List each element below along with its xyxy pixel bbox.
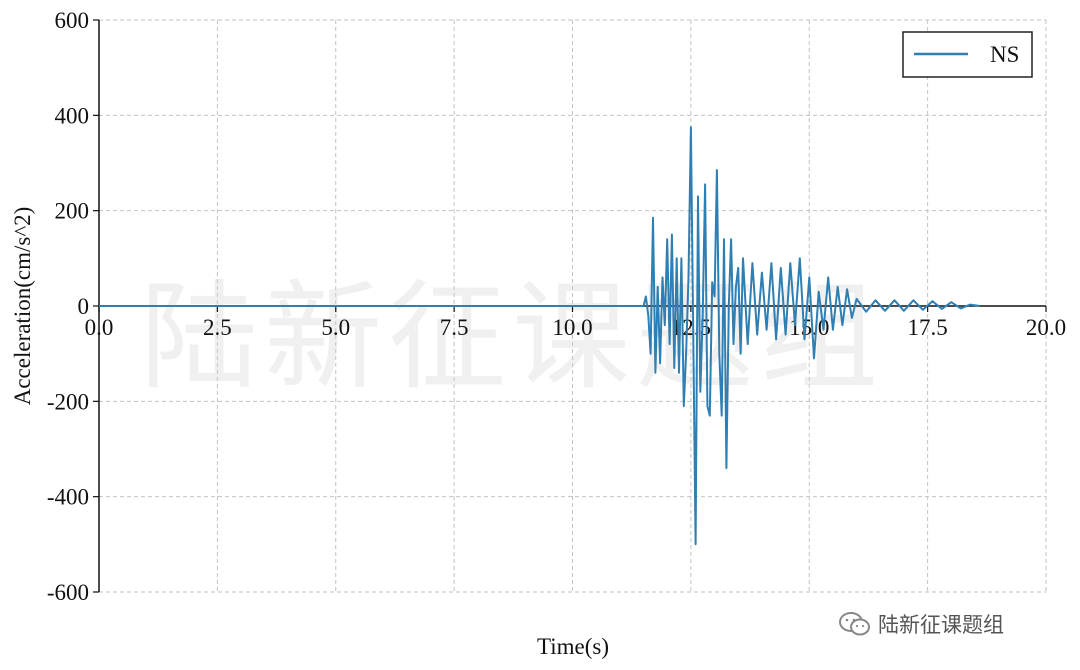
y-tick-label-3: 0 — [78, 294, 90, 319]
x-tick-label-5: 12.5 — [671, 315, 711, 340]
y-axis-label: Acceleration(cm/s^2) — [10, 207, 35, 406]
y-tick-label-0: -600 — [47, 580, 89, 605]
x-tick-label-7: 17.5 — [908, 315, 948, 340]
x-tick-label-1: 2.5 — [203, 315, 232, 340]
legend-label: NS — [990, 42, 1019, 67]
x-tick-label-2: 5.0 — [321, 315, 350, 340]
grid — [99, 19, 1047, 593]
y-tick-label-5: 400 — [55, 103, 90, 128]
wechat-icon — [839, 612, 870, 636]
x-tick-label-4: 10.0 — [552, 315, 592, 340]
legend: NS — [902, 31, 1033, 78]
x-tick-label-0: 0.0 — [85, 315, 114, 340]
x-tick-label-3: 7.5 — [440, 315, 469, 340]
y-tick-label-1: -400 — [47, 485, 89, 510]
x-axis-label: Time(s) — [537, 634, 609, 659]
x-tick-label-8: 20.0 — [1026, 315, 1066, 340]
series-line-0 — [99, 126, 980, 546]
brand-text: 陆新征课题组 — [878, 613, 1004, 637]
y-tick-label-6: 600 — [55, 8, 90, 33]
brand-watermark: 陆新征课题组 — [838, 608, 1004, 640]
y-tick-label-4: 200 — [55, 199, 90, 224]
y-tick-label-2: -200 — [47, 389, 89, 414]
series-group — [99, 126, 980, 546]
